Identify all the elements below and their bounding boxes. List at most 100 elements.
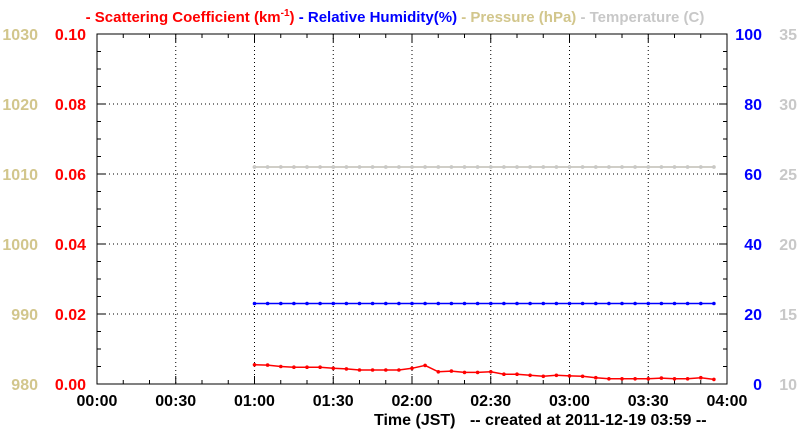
scattering-data-point bbox=[318, 365, 322, 370]
series-layer bbox=[252, 165, 716, 382]
temperature-data-point bbox=[554, 165, 559, 169]
temperature-data-point bbox=[292, 165, 296, 169]
humidity-data-point bbox=[252, 301, 257, 306]
scattering-data-point bbox=[580, 374, 585, 379]
pressure-tick-label: 1030 bbox=[2, 27, 38, 44]
scattering-data-point bbox=[515, 372, 519, 377]
time-axis: 00:00 00:30 01:00 01:30 02:00 02:30 03:00 03:30… bbox=[77, 393, 748, 410]
temperature-data-point bbox=[462, 165, 467, 169]
x-tick-label: 02:30 bbox=[470, 393, 511, 410]
temperature-data-point bbox=[370, 165, 375, 169]
temperature-data-point bbox=[567, 165, 572, 169]
humidity-data-point bbox=[265, 301, 270, 306]
humidity-data-point bbox=[620, 301, 624, 306]
pressure-tick-label: 1020 bbox=[2, 97, 38, 114]
scattering-data-point bbox=[633, 377, 637, 381]
x-tick-label: 01:00 bbox=[234, 393, 275, 410]
humidity-tick-label: 20 bbox=[744, 307, 762, 324]
scattering-data-point bbox=[502, 372, 506, 377]
temperature-data-point bbox=[594, 165, 598, 169]
scattering-data-point bbox=[712, 377, 716, 382]
humidity-data-point bbox=[305, 301, 309, 306]
plot-grid bbox=[97, 34, 727, 384]
temperature-data-point bbox=[685, 165, 690, 169]
humidity-data-point bbox=[633, 301, 637, 306]
scattering-data-point bbox=[554, 373, 559, 378]
temperature-data-point bbox=[252, 165, 257, 169]
humidity-data-point bbox=[397, 301, 401, 306]
scattering-data-point bbox=[672, 377, 677, 381]
humidity-data-point bbox=[410, 301, 414, 306]
humidity-data-point bbox=[712, 301, 716, 306]
scattering-data-point bbox=[528, 373, 532, 378]
scattering-axis: 0.00 0.02 0.04 0.06 0.08 0.10 bbox=[55, 27, 86, 394]
temperature-tick-label: 15 bbox=[779, 307, 797, 324]
humidity-data-point bbox=[528, 301, 532, 306]
legend-scattering-sup: -1 bbox=[281, 8, 290, 19]
humidity-tick-label: 80 bbox=[744, 97, 762, 114]
temperature-data-point bbox=[279, 165, 283, 169]
temperature-data-point bbox=[410, 165, 414, 169]
humidity-data-point bbox=[580, 301, 585, 306]
temperature-data-point bbox=[659, 165, 664, 169]
humidity-tick-label: 100 bbox=[735, 27, 762, 44]
temperature-data-point bbox=[318, 165, 322, 169]
temperature-data-point bbox=[515, 165, 519, 169]
humidity-data-point bbox=[541, 301, 546, 306]
temperature-data-point bbox=[712, 165, 716, 169]
temperature-data-point bbox=[397, 165, 401, 169]
temperature-tick-label: 25 bbox=[779, 167, 797, 184]
scattering-data-point bbox=[279, 364, 283, 369]
humidity-data-point bbox=[699, 301, 703, 306]
humidity-data-point bbox=[436, 301, 441, 306]
legend-scattering-suffix: ) bbox=[290, 9, 295, 26]
humidity-data-point bbox=[384, 301, 388, 306]
scattering-data-point bbox=[423, 363, 427, 368]
x-axis-label: Time (JST) bbox=[374, 412, 456, 429]
scattering-data-point bbox=[331, 366, 336, 371]
scattering-data-point bbox=[397, 368, 401, 372]
humidity-data-point bbox=[672, 301, 677, 306]
scattering-data-point bbox=[475, 370, 480, 375]
temperature-data-point bbox=[265, 165, 270, 169]
humidity-axis: 0 20 40 60 80 100 bbox=[735, 27, 762, 394]
legend-humidity: - Relative Humidity(%) bbox=[295, 9, 458, 26]
humidity-data-point bbox=[292, 301, 296, 306]
temperature-data-point bbox=[672, 165, 677, 169]
scattering-tick-label: 0.04 bbox=[55, 237, 86, 254]
humidity-data-point bbox=[344, 301, 349, 306]
scattering-series-line bbox=[254, 364, 714, 381]
scattering-data-point bbox=[594, 375, 598, 380]
temperature-axis: 10 15 20 25 30 35 bbox=[779, 27, 797, 394]
scattering-data-point bbox=[292, 365, 296, 370]
scattering-data-point bbox=[462, 370, 467, 375]
temperature-data-point bbox=[541, 165, 546, 169]
temperature-data-point bbox=[305, 165, 309, 169]
temperature-data-point bbox=[436, 165, 441, 169]
temperature-tick-label: 30 bbox=[779, 97, 797, 114]
x-tick-label: 00:30 bbox=[155, 393, 196, 410]
legend-scattering: - Scattering Coefficient (km bbox=[86, 9, 281, 26]
humidity-data-point bbox=[489, 301, 493, 306]
temperature-data-point bbox=[344, 165, 349, 169]
temperature-data-point bbox=[331, 165, 336, 169]
temperature-data-point bbox=[384, 165, 388, 169]
x-tick-label: 00:00 bbox=[77, 393, 118, 410]
scattering-data-point bbox=[685, 377, 690, 381]
created-note: -- created at 2011-12-19 03:59 -- bbox=[470, 412, 707, 429]
humidity-data-point bbox=[567, 301, 572, 306]
temperature-tick-label: 10 bbox=[779, 377, 797, 394]
x-tick-label: 03:30 bbox=[628, 393, 669, 410]
scattering-data-point bbox=[646, 377, 651, 381]
scattering-data-point bbox=[370, 368, 375, 372]
humidity-data-point bbox=[502, 301, 506, 306]
humidity-data-point bbox=[515, 301, 519, 306]
scattering-data-point bbox=[252, 363, 257, 367]
temperature-data-point bbox=[357, 165, 362, 169]
humidity-data-point bbox=[475, 301, 480, 306]
scattering-data-point bbox=[384, 368, 388, 372]
humidity-data-point bbox=[370, 301, 375, 306]
x-tick-label: 04:00 bbox=[707, 393, 748, 410]
pressure-tick-label: 980 bbox=[11, 377, 38, 394]
temperature-data-point bbox=[620, 165, 624, 169]
